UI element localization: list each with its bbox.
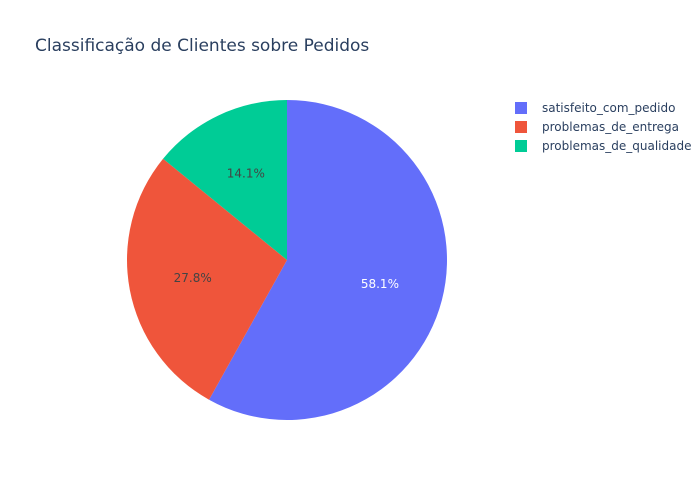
legend-swatch: [515, 102, 527, 114]
chart-title: Classificação de Clientes sobre Pedidos: [35, 36, 369, 56]
slice-value-label: 27.8%: [174, 271, 212, 285]
legend-item-satisfeito-com-pedido[interactable]: satisfeito_com_pedido: [515, 101, 675, 115]
slice-value-label: 58.1%: [361, 277, 399, 291]
legend-item-problemas-de-entrega[interactable]: problemas_de_entrega: [515, 120, 679, 134]
legend-swatch: [515, 121, 527, 133]
slice-value-label: 14.1%: [227, 166, 265, 180]
legend-item-problemas-de-qualidade[interactable]: problemas_de_qualidade: [515, 139, 691, 153]
pie-slice-satisfeito-com-pedido[interactable]: [209, 100, 447, 420]
pie-slice-labels: 58.1% 27.8% 14.1%: [174, 166, 399, 291]
legend-label: problemas_de_entrega: [542, 120, 679, 134]
pie-slice-problemas-de-entrega[interactable]: [127, 158, 287, 400]
legend: satisfeito_com_pedido problemas_de_entreg…: [515, 101, 691, 153]
legend-label: satisfeito_com_pedido: [542, 101, 675, 115]
pie-slice-problemas-de-qualidade[interactable]: [163, 100, 287, 260]
pie-slices: [127, 100, 447, 420]
legend-label: problemas_de_qualidade: [542, 139, 691, 153]
legend-swatch: [515, 140, 527, 152]
